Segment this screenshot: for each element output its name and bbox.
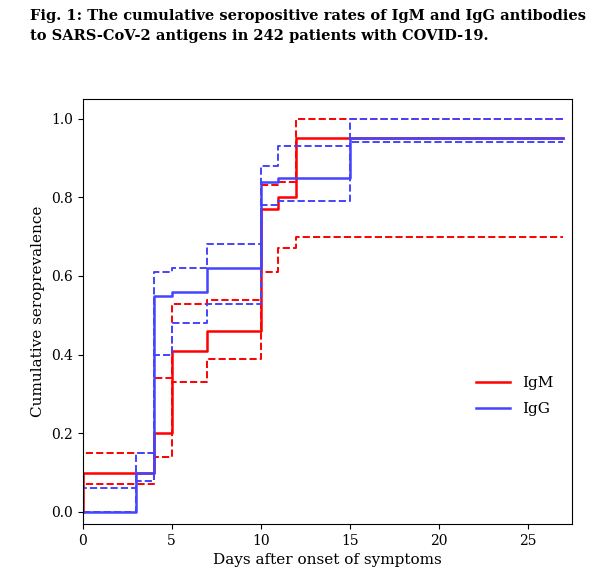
IgG [114, 509, 122, 516]
IgG [150, 469, 158, 476]
IgM [417, 135, 424, 142]
Text: to SARS-CoV-2 antigens in 242 patients with COVID-19.: to SARS-CoV-2 antigens in 242 patients w… [30, 29, 488, 43]
IgM [257, 328, 264, 335]
IgM [150, 469, 158, 476]
X-axis label: Days after onset of symptoms: Days after onset of symptoms [213, 553, 442, 567]
IgG [133, 509, 140, 516]
IgG [168, 288, 175, 295]
Y-axis label: Cumulative seroprevalence: Cumulative seroprevalence [31, 205, 45, 417]
IgG [560, 135, 567, 142]
IgM [293, 194, 300, 201]
IgG [79, 509, 86, 516]
IgM [293, 135, 300, 142]
IgG [560, 135, 567, 142]
IgM [204, 328, 211, 335]
IgG [114, 509, 122, 516]
IgM [79, 469, 86, 476]
Line: IgG: IgG [83, 139, 563, 512]
IgG [275, 174, 282, 181]
IgG [204, 288, 211, 295]
IgG [79, 509, 86, 516]
IgG [275, 178, 282, 185]
IgM [168, 430, 175, 437]
IgM [79, 509, 86, 516]
IgM [275, 194, 282, 201]
IgM [79, 509, 86, 516]
IgG [346, 174, 353, 181]
IgG [346, 135, 353, 142]
Text: Fig. 1: The cumulative seropositive rates of IgM and IgG antibodies: Fig. 1: The cumulative seropositive rate… [30, 9, 585, 23]
IgM [275, 205, 282, 212]
IgG [257, 178, 264, 185]
IgM [168, 347, 175, 354]
IgG [150, 292, 158, 299]
IgM [150, 430, 158, 437]
Legend: IgM, IgG: IgM, IgG [470, 370, 560, 423]
IgM [204, 347, 211, 354]
IgM [560, 135, 567, 142]
IgG [79, 509, 86, 516]
IgM [560, 135, 567, 142]
IgM [133, 469, 140, 476]
IgG [133, 469, 140, 476]
IgM [133, 469, 140, 476]
IgG [204, 265, 211, 272]
Line: IgM: IgM [83, 139, 563, 512]
IgG [168, 292, 175, 299]
IgG [257, 265, 264, 272]
IgM [257, 205, 264, 212]
IgM [417, 135, 424, 142]
